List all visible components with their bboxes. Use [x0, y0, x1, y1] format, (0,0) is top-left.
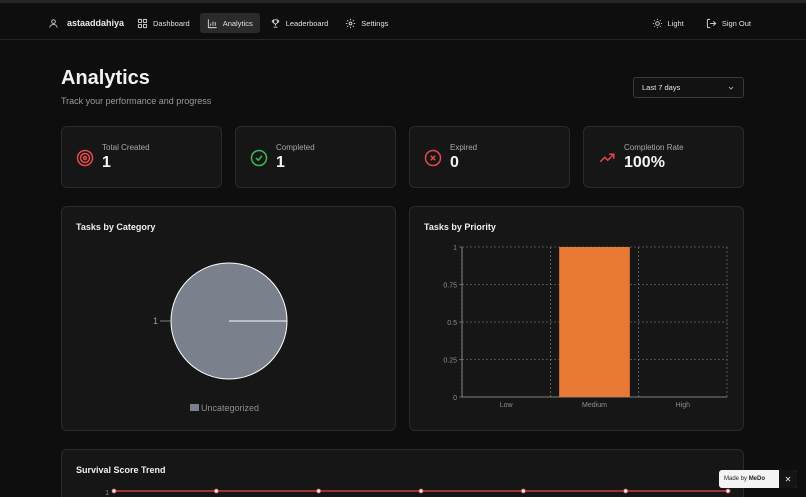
y-tick-label: 0.25: [443, 358, 457, 365]
data-point: [213, 488, 219, 494]
page-title: Analytics: [61, 67, 150, 89]
y-tick-label: 0: [453, 395, 457, 402]
check-circle-icon: [250, 149, 268, 167]
user-icon: [48, 18, 59, 29]
theme-toggle-button[interactable]: Light: [645, 13, 691, 33]
category-chart-title: Tasks by Category: [76, 222, 156, 232]
top-navigation-bar: astaaddahiya Dashboard Analytics Leaderb…: [0, 0, 806, 40]
chart-icon: [207, 18, 218, 29]
dashboard-icon: [137, 18, 148, 29]
close-icon[interactable]: ✕: [779, 470, 797, 488]
sign-out-icon: [706, 18, 717, 29]
data-point: [520, 488, 526, 494]
made-by-badge[interactable]: Made by MeDo ✕: [719, 470, 797, 488]
stat-value: 100%: [624, 154, 665, 171]
stat-card-total-created: Total Created 1: [61, 126, 222, 188]
date-range-value: Last 7 days: [642, 83, 681, 92]
survival-line-chart: 1: [105, 488, 731, 497]
gear-icon: [345, 18, 356, 29]
page-subtitle: Track your performance and progress: [61, 96, 212, 106]
stat-label: Total Created: [102, 143, 150, 152]
legend-label: Uncategorized: [201, 403, 259, 413]
username: astaaddahiya: [67, 18, 125, 28]
nav-settings[interactable]: Settings: [338, 13, 395, 33]
user-profile[interactable]: astaaddahiya: [48, 13, 124, 33]
x-tick-label: Medium: [582, 402, 607, 409]
survival-trend-title: Survival Score Trend: [76, 465, 166, 475]
trending-up-icon: [598, 149, 616, 167]
sign-out-label: Sign Out: [721, 18, 751, 28]
stat-label: Completed: [276, 143, 315, 152]
category-chart-card: Tasks by Category 1 Uncategorized: [61, 206, 396, 431]
data-point: [623, 488, 629, 494]
pie-data-label: 1: [153, 316, 158, 326]
y-tick-label: 0.75: [443, 283, 457, 290]
stat-card-expired: Expired 0: [409, 126, 570, 188]
brand-name: MeDo: [748, 476, 766, 482]
x-tick-label: Low: [500, 402, 514, 409]
y-tick-label: 0.5: [447, 320, 457, 327]
stat-value: 0: [450, 154, 459, 171]
stat-value: 1: [102, 154, 111, 171]
main-nav: Dashboard Analytics Leaderboard Settings: [130, 13, 395, 33]
sun-icon: [652, 18, 663, 29]
stat-value: 1: [276, 154, 285, 171]
stat-label: Expired: [450, 143, 478, 152]
stat-card-completion-rate: Completion Rate 100%: [583, 126, 744, 188]
made-by-text: Made by MeDo: [724, 476, 766, 482]
nav-settings-label: Settings: [361, 18, 389, 28]
priority-chart-card: Tasks by Priority 0 0.25 0.5 0.75 1 Low Medium…: [409, 206, 744, 431]
nav-analytics[interactable]: Analytics: [199, 13, 260, 33]
data-point: [111, 488, 117, 494]
trophy-icon: [270, 18, 281, 29]
bar-medium: [559, 247, 630, 397]
stat-card-completed: Completed 1: [235, 126, 396, 188]
stat-label: Completion Rate: [624, 143, 684, 152]
legend-swatch: [190, 404, 199, 411]
nav-dashboard[interactable]: Dashboard: [130, 13, 197, 33]
nav-leaderboard-label: Leaderboard: [285, 18, 329, 28]
x-circle-icon: [424, 149, 442, 167]
nav-analytics-label: Analytics: [222, 18, 253, 28]
y-tick-label: 1: [105, 490, 109, 497]
category-pie-chart: 1 Uncategorized: [153, 262, 288, 413]
date-range-select[interactable]: Last 7 days: [633, 77, 744, 98]
sign-out-button[interactable]: Sign Out: [699, 13, 758, 33]
nav-leaderboard[interactable]: Leaderboard: [263, 13, 336, 33]
survival-trend-card: Survival Score Trend 1: [61, 449, 744, 497]
target-icon: [76, 149, 94, 167]
theme-toggle-label: Light: [667, 18, 684, 28]
priority-bar-chart: 0 0.25 0.5 0.75 1 Low Medium High: [443, 245, 728, 409]
data-point: [725, 488, 731, 494]
y-tick-label: 1: [453, 245, 457, 252]
nav-dashboard-label: Dashboard: [153, 18, 190, 28]
x-tick-label: High: [676, 402, 691, 409]
data-point: [316, 488, 322, 494]
priority-chart-title: Tasks by Priority: [424, 222, 496, 232]
chevron-down-icon: [727, 84, 735, 92]
header-actions: Light Sign Out: [645, 13, 758, 33]
data-point: [418, 488, 424, 494]
